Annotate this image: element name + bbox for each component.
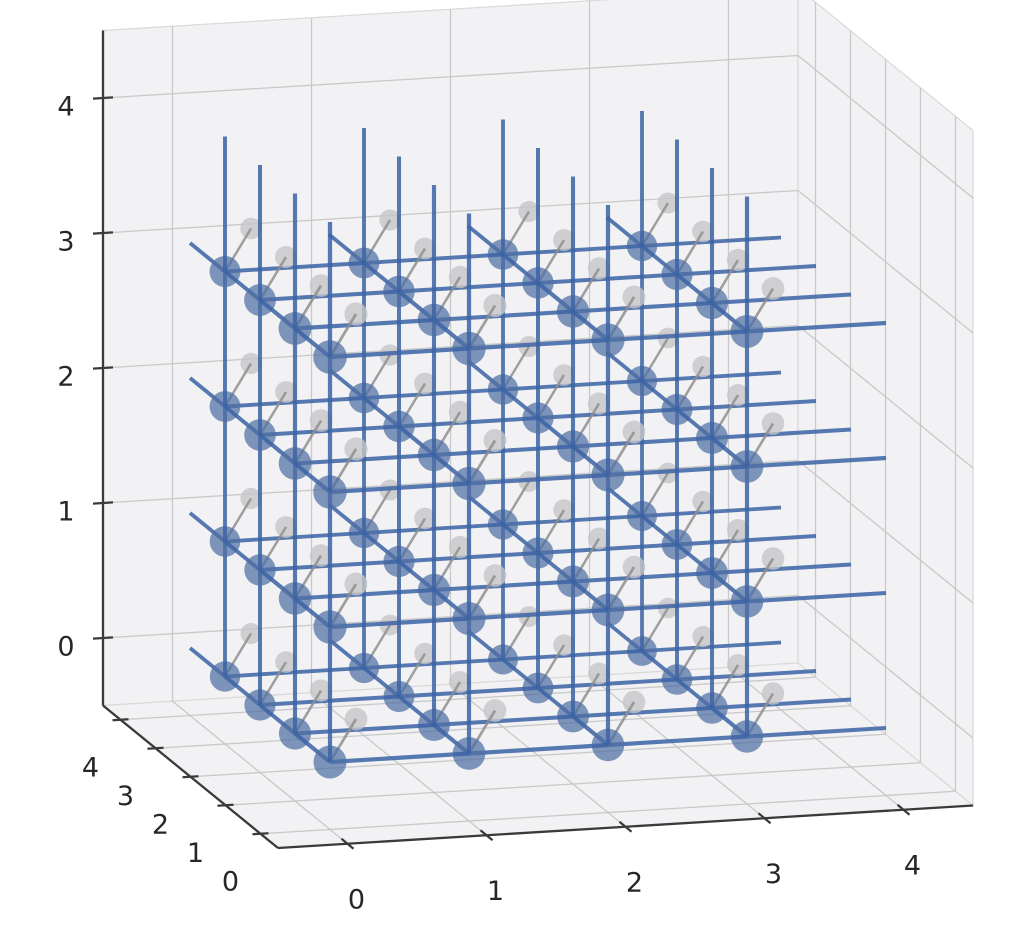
right-pane-z-gridline xyxy=(797,189,974,334)
z-tick-label: 1 xyxy=(57,497,74,528)
z-tick xyxy=(92,636,114,640)
y-tick-label: 1 xyxy=(187,838,204,869)
y-tick-label: 3 xyxy=(117,781,134,812)
bond-x xyxy=(607,734,748,748)
z-tick-label: 2 xyxy=(57,362,74,393)
back-pane-z-gridline xyxy=(102,54,799,99)
bond-x xyxy=(433,309,574,323)
floor-x-gridline xyxy=(728,666,904,811)
bond-x xyxy=(468,742,609,756)
x-tick-label: 2 xyxy=(626,867,643,898)
z-tick xyxy=(92,231,114,235)
x-tick xyxy=(757,812,772,825)
x-tick-label: 3 xyxy=(765,859,782,890)
y-tick-label: 4 xyxy=(82,752,99,783)
z-tick-label: 3 xyxy=(57,227,74,258)
y-tick xyxy=(147,746,164,750)
bond-x xyxy=(433,714,574,728)
bond-x xyxy=(433,579,574,593)
bond-x xyxy=(329,346,470,360)
back-pane-z-gridline xyxy=(102,189,799,234)
bond-x xyxy=(329,751,470,765)
x-tick-label: 4 xyxy=(904,850,921,881)
y-tick xyxy=(252,832,269,836)
right-pane-z-gridline xyxy=(797,54,974,199)
bond-x xyxy=(711,562,852,576)
back-pane-z-gridline xyxy=(102,324,799,369)
right-pane-z-gridline xyxy=(797,324,974,469)
bond-x xyxy=(329,616,470,630)
y-tick-label: 2 xyxy=(152,809,169,840)
bond-x xyxy=(433,444,574,458)
bond-x xyxy=(746,320,887,334)
y-tick xyxy=(217,803,234,807)
bond-x xyxy=(294,317,435,331)
bond-x xyxy=(572,300,713,314)
bond-x xyxy=(607,329,748,343)
z-tick xyxy=(92,366,114,370)
bond-x xyxy=(711,697,852,710)
bond-x xyxy=(294,452,435,466)
bond-x xyxy=(294,587,435,601)
z-tick xyxy=(92,501,114,505)
floor-y-gridline xyxy=(190,733,886,778)
floor-x-gridline xyxy=(589,675,765,819)
x-tick xyxy=(340,837,355,850)
z-tick-label: 0 xyxy=(57,632,74,663)
bond-x xyxy=(468,607,609,621)
axes-grid xyxy=(102,0,974,845)
bond-x xyxy=(572,570,713,584)
bond-x xyxy=(468,337,609,351)
z-tick-label: 4 xyxy=(57,92,74,123)
bond-x xyxy=(294,722,435,736)
axes-ticks xyxy=(92,96,911,850)
bond-x xyxy=(711,427,852,441)
y-tick xyxy=(182,775,199,779)
floor-y-gridline xyxy=(155,705,851,749)
bond-x xyxy=(329,481,470,495)
bond-x xyxy=(468,472,609,486)
bond-x xyxy=(746,455,887,469)
x-tick xyxy=(896,803,911,816)
x-tick xyxy=(479,829,494,842)
z-tick xyxy=(92,96,114,100)
bond-x xyxy=(572,435,713,449)
x-tick xyxy=(618,820,633,833)
x-tick-label: 1 xyxy=(487,876,504,907)
y-tick-label: 0 xyxy=(222,866,239,897)
bond-x xyxy=(711,292,852,306)
y-tick xyxy=(112,718,129,722)
lattice-scene xyxy=(188,111,887,779)
bond-x xyxy=(607,599,748,613)
x-tick-label: 0 xyxy=(348,884,365,915)
bond-x xyxy=(607,464,748,478)
bond-x xyxy=(746,725,887,739)
bond-x xyxy=(746,590,887,604)
bond-x xyxy=(572,705,713,719)
